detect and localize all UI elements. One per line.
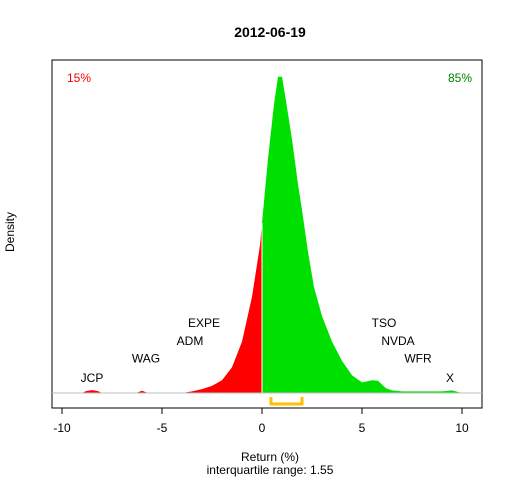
ticker-label: JCP: [81, 371, 104, 385]
negative-share-label: 15%: [67, 71, 91, 85]
negative-density-area: [82, 222, 262, 393]
iqr-subtitle: interquartile range: 1.55: [207, 463, 334, 477]
positive-density-area: [262, 76, 462, 394]
ticker-label: WFR: [404, 352, 432, 366]
ticker-label: X: [446, 371, 454, 385]
positive-share-label: 85%: [448, 71, 472, 85]
x-tick-label: 10: [455, 421, 469, 435]
ticker-label: EXPE: [188, 316, 220, 330]
y-axis-label: Density: [3, 212, 17, 252]
ticker-label: NVDA: [381, 334, 414, 348]
x-tick-label: -5: [157, 421, 168, 435]
x-axis-label: Return (%): [241, 450, 299, 464]
chart-title: 2012-06-19: [234, 24, 306, 40]
ticker-label: ADM: [177, 334, 204, 348]
x-axis: -10 -5 0 5 10: [53, 407, 469, 435]
x-tick-label: 5: [359, 421, 366, 435]
x-tick-label: 0: [259, 421, 266, 435]
annotation-layer: JCP WAG ADM EXPE TSO NVDA WFR X: [81, 316, 454, 385]
ticker-label: WAG: [132, 352, 160, 366]
iqr-bracket: [269, 397, 304, 406]
x-tick-label: -10: [53, 421, 71, 435]
ticker-label: TSO: [372, 316, 397, 330]
